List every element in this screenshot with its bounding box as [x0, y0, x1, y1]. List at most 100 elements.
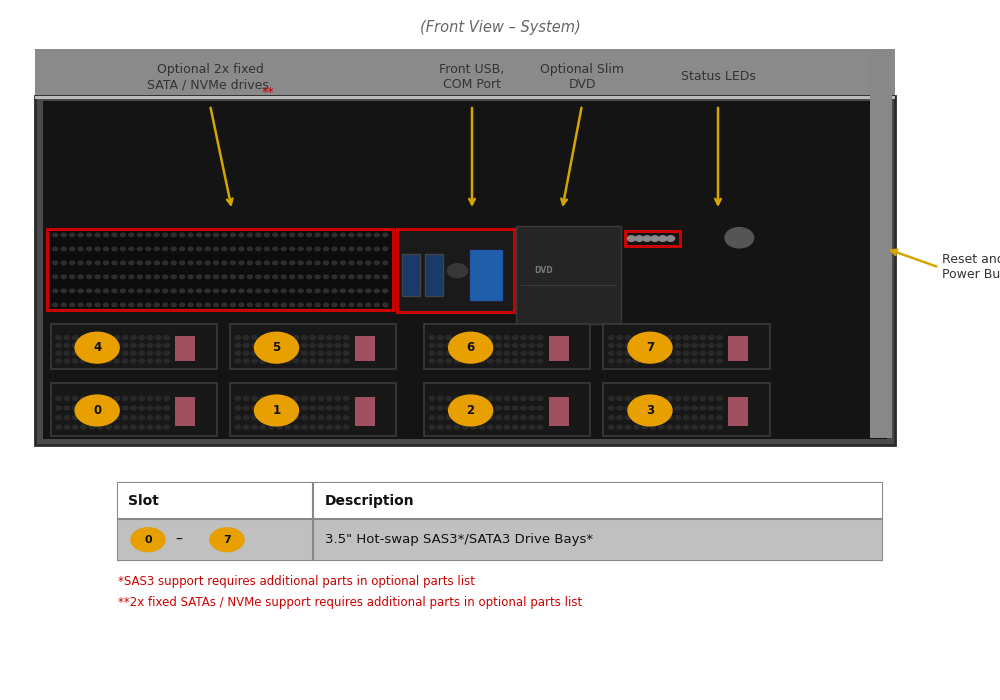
Circle shape	[625, 335, 631, 340]
Circle shape	[315, 303, 320, 307]
Bar	[230, 324, 396, 370]
Circle shape	[429, 425, 435, 429]
Circle shape	[81, 416, 86, 419]
Circle shape	[164, 351, 169, 355]
Circle shape	[72, 351, 78, 355]
Circle shape	[277, 359, 282, 363]
Circle shape	[112, 247, 117, 251]
Circle shape	[496, 335, 501, 340]
Circle shape	[281, 289, 286, 293]
Circle shape	[235, 351, 241, 355]
Circle shape	[139, 359, 145, 363]
Circle shape	[504, 425, 510, 429]
Circle shape	[61, 233, 66, 237]
Circle shape	[537, 351, 543, 355]
Circle shape	[700, 406, 706, 410]
Circle shape	[700, 416, 706, 419]
Circle shape	[205, 261, 210, 265]
Circle shape	[139, 335, 145, 340]
Circle shape	[335, 416, 341, 419]
Circle shape	[302, 425, 307, 429]
Circle shape	[471, 406, 476, 410]
Circle shape	[293, 359, 299, 363]
Circle shape	[222, 261, 227, 265]
Circle shape	[122, 416, 128, 419]
Circle shape	[340, 247, 345, 251]
Circle shape	[264, 247, 269, 251]
Circle shape	[521, 396, 526, 400]
Circle shape	[235, 396, 241, 400]
Circle shape	[56, 359, 61, 363]
Circle shape	[438, 351, 443, 355]
Circle shape	[521, 416, 526, 419]
Circle shape	[307, 303, 312, 307]
Circle shape	[315, 261, 320, 265]
Circle shape	[537, 335, 543, 340]
Circle shape	[310, 351, 316, 355]
Circle shape	[180, 233, 185, 237]
Circle shape	[87, 261, 92, 265]
Circle shape	[235, 416, 241, 419]
Circle shape	[139, 351, 145, 355]
Circle shape	[454, 396, 460, 400]
Circle shape	[692, 344, 697, 347]
Circle shape	[446, 406, 451, 410]
Circle shape	[429, 344, 435, 347]
Circle shape	[683, 406, 689, 410]
Bar	[870, 49, 892, 437]
Circle shape	[247, 247, 252, 251]
Circle shape	[97, 344, 103, 347]
Circle shape	[230, 261, 235, 265]
Circle shape	[129, 289, 134, 293]
Circle shape	[315, 275, 320, 279]
Circle shape	[114, 396, 120, 400]
Circle shape	[438, 425, 443, 429]
Circle shape	[357, 289, 362, 293]
Circle shape	[318, 344, 324, 347]
Circle shape	[243, 351, 249, 355]
Circle shape	[147, 425, 153, 429]
Circle shape	[89, 351, 95, 355]
Circle shape	[171, 303, 176, 307]
Circle shape	[617, 396, 623, 400]
Circle shape	[349, 289, 354, 293]
Circle shape	[692, 351, 697, 355]
Circle shape	[374, 289, 379, 293]
Circle shape	[139, 396, 145, 400]
Circle shape	[64, 351, 70, 355]
Circle shape	[343, 359, 349, 363]
Circle shape	[463, 396, 468, 400]
Circle shape	[609, 351, 614, 355]
Circle shape	[324, 233, 329, 237]
Circle shape	[87, 247, 92, 251]
Circle shape	[235, 359, 241, 363]
Text: Reset and
Power Button: Reset and Power Button	[942, 253, 1000, 281]
Circle shape	[97, 425, 103, 429]
Circle shape	[429, 359, 435, 363]
Circle shape	[70, 233, 75, 237]
Circle shape	[64, 335, 70, 340]
Circle shape	[487, 351, 493, 355]
Text: **2x fixed SATAs / NVMe support requires additional parts in optional parts list: **2x fixed SATAs / NVMe support requires…	[118, 596, 582, 610]
Circle shape	[625, 425, 631, 429]
Circle shape	[487, 406, 493, 410]
Circle shape	[146, 275, 151, 279]
Circle shape	[147, 351, 153, 355]
Circle shape	[692, 359, 697, 363]
Circle shape	[131, 344, 136, 347]
Circle shape	[318, 396, 324, 400]
Text: 2: 2	[467, 404, 475, 417]
Circle shape	[56, 425, 61, 429]
Circle shape	[617, 344, 623, 347]
Circle shape	[70, 303, 75, 307]
Circle shape	[106, 416, 111, 419]
Circle shape	[78, 303, 83, 307]
Circle shape	[95, 275, 100, 279]
Circle shape	[112, 275, 117, 279]
Circle shape	[72, 396, 78, 400]
Circle shape	[72, 406, 78, 410]
Circle shape	[675, 351, 681, 355]
Circle shape	[512, 344, 518, 347]
Circle shape	[446, 351, 451, 355]
Circle shape	[315, 289, 320, 293]
